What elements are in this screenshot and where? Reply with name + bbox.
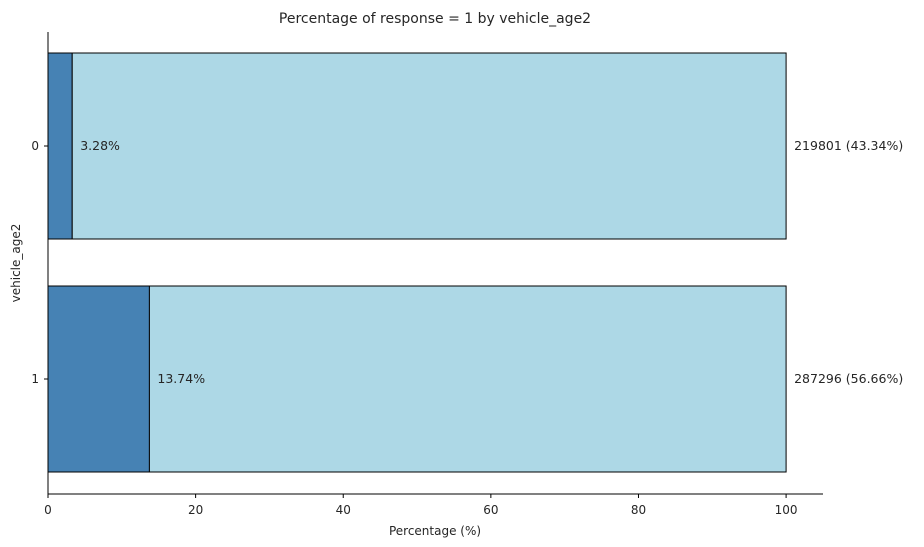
y-tick-label-1: 1	[31, 372, 39, 386]
bar-count-label-0: 219801 (43.34%)	[794, 138, 903, 153]
bar-percentage-label-1: 13.74%	[157, 371, 205, 386]
x-axis-label: Percentage (%)	[389, 524, 481, 538]
bar-segment-0-1	[71, 52, 787, 240]
bar-count-label-1: 287296 (56.66%)	[794, 371, 903, 386]
x-tick-label-40: 40	[336, 503, 351, 517]
bar-percentage-label-0: 3.28%	[80, 138, 120, 153]
x-tick-label-100: 100	[775, 503, 798, 517]
y-tick-label-0: 0	[31, 139, 39, 153]
y-axis-ticks: 01	[31, 139, 48, 386]
x-tick-label-0: 0	[44, 503, 52, 517]
x-axis-ticks: 0 20 40 60 80 100	[44, 494, 798, 517]
plot-area: 3.28% 219801 (43.34%) 13.74% 287296 (56.66%…	[47, 52, 903, 473]
x-tick-label-20: 20	[188, 503, 203, 517]
x-tick-label-60: 60	[483, 503, 498, 517]
bar-segment-1-1	[148, 285, 787, 473]
x-tick-label-80: 80	[631, 503, 646, 517]
bar-segment-1-0	[47, 285, 150, 473]
bar-segment-0-0	[47, 52, 73, 240]
y-axis-label: vehicle_age2	[9, 224, 23, 303]
chart-title: Percentage of response = 1 by vehicle_ag…	[279, 11, 591, 27]
